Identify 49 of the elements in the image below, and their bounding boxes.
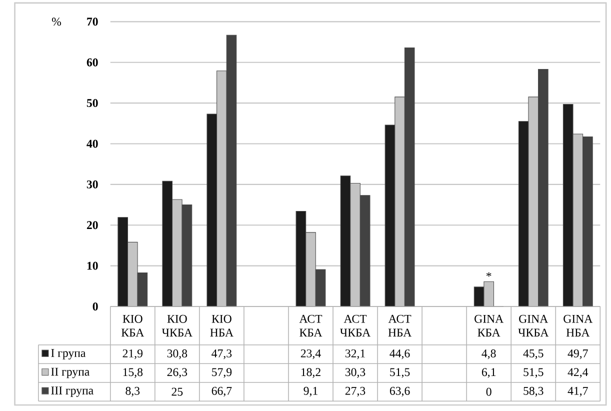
- data-label: 30,3: [345, 368, 366, 378]
- data-label: 27,3: [345, 386, 366, 397]
- data-label: 9,1: [304, 386, 318, 397]
- data-label: 49,7: [568, 349, 588, 360]
- data-label: 15,8: [123, 368, 143, 378]
- y-tick-label: 0: [92, 302, 98, 311]
- x-tick-label: GINA НБА: [564, 314, 593, 337]
- y-axis-title: %: [52, 18, 62, 26]
- data-label: 0: [486, 388, 492, 396]
- annotation: *: [486, 272, 492, 277]
- data-label: 30,8: [167, 349, 188, 360]
- legend-label: ІІ група: [51, 368, 90, 378]
- legend-label: ІІІ група: [51, 386, 94, 397]
- data-label: 51,5: [524, 368, 544, 378]
- x-tick-label: АСТ КБА: [299, 314, 322, 337]
- legend-label: І група: [51, 349, 86, 360]
- x-tick-label: АСТ ЧКБА: [340, 314, 371, 337]
- data-label: 26,3: [167, 368, 188, 378]
- x-tick-label: GINA КБА: [474, 314, 504, 337]
- x-tick-label: КІО НБА: [210, 314, 234, 337]
- y-tick-label: 20: [86, 221, 98, 230]
- data-label: 32,1: [345, 349, 365, 360]
- data-label: 18,2: [301, 368, 320, 378]
- data-label: 45,5: [523, 350, 544, 360]
- y-tick-label: 50: [86, 99, 98, 108]
- data-label: 58,3: [524, 386, 544, 397]
- y-tick-label: 40: [86, 140, 98, 148]
- x-tick-label: АСТ НБА: [388, 314, 412, 337]
- data-label: 63,6: [390, 386, 410, 397]
- data-label: 51,5: [390, 368, 410, 378]
- data-label: 47,3: [212, 349, 232, 360]
- data-label: 23,4: [300, 349, 321, 360]
- data-label: 44,6: [390, 349, 410, 360]
- y-tick-label: 70: [87, 18, 98, 26]
- data-label: 8,3: [126, 386, 140, 397]
- data-label: 41,7: [568, 386, 588, 397]
- data-label: 57,9: [212, 368, 232, 378]
- x-tick-label: КІО ЧКБА: [162, 314, 192, 337]
- data-label: 66,7: [212, 386, 232, 397]
- data-label: 25: [172, 388, 183, 396]
- data-label: 42,4: [568, 368, 588, 378]
- y-tick-label: 60: [86, 58, 98, 66]
- x-tick-label: GINA ЧКБА: [518, 314, 549, 337]
- x-tick-label: КІО КБА: [121, 314, 144, 337]
- data-label: 21,9: [122, 349, 142, 360]
- data-label: 4,8: [482, 349, 496, 360]
- data-label: 6,1: [482, 368, 496, 378]
- y-tick-label: 10: [87, 262, 98, 270]
- y-tick-label: 30: [86, 180, 98, 188]
